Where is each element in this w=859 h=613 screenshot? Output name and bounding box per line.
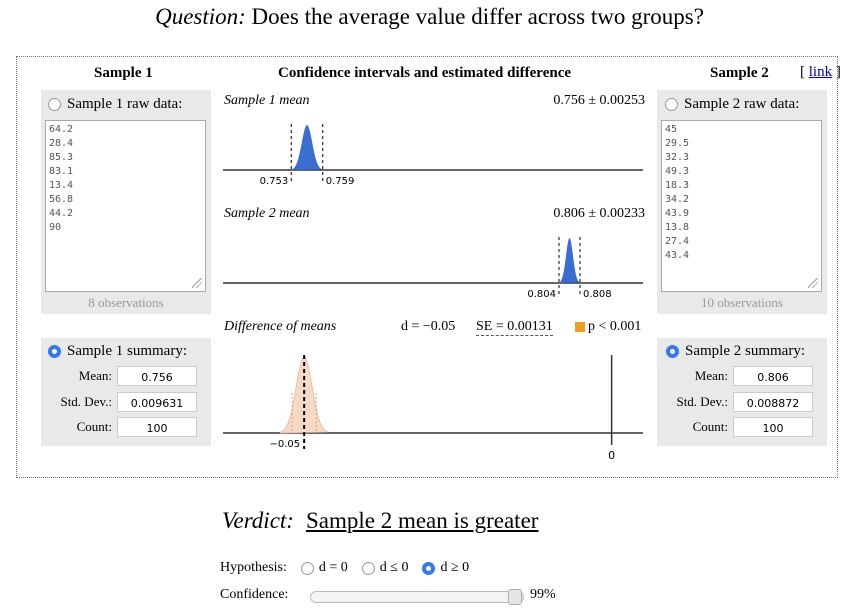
plot3-title: Difference of means	[224, 319, 337, 334]
sample2-observations: 10 observations	[701, 295, 783, 310]
sample2-count-label: Count:	[692, 419, 728, 434]
hypothesis-option-eq[interactable]: d = 0	[318, 560, 348, 575]
sample1-raw-option[interactable]: Sample 1 raw data:	[48, 96, 182, 113]
sample2-raw-radio[interactable]	[665, 98, 678, 111]
hypothesis-label: Hypothesis:	[220, 560, 287, 575]
plot1-density-curve	[291, 125, 323, 170]
sample1-count-label: Count:	[76, 419, 112, 434]
plot3-d-value: d = −0.05	[401, 319, 456, 334]
hypothesis-option-le[interactable]: d ≤ 0	[379, 560, 409, 575]
p-value-square-icon	[575, 322, 585, 332]
sample1-summary-option[interactable]: Sample 1 summary:	[48, 343, 187, 360]
sample1-raw-label: Sample 1 raw data:	[67, 96, 183, 112]
plot2-lower-label: 0.804	[527, 289, 556, 300]
sample1-count-input[interactable]	[117, 417, 197, 437]
sample2-raw-textarea[interactable]: 45 29.5 32.3 49.3 18.3 34.2 43.9 13.8 27…	[661, 120, 822, 292]
plot1-title: Sample 1 mean	[224, 93, 310, 108]
question-text: Does the average value differ across two…	[251, 4, 704, 29]
plot3-d-label: −0.05	[270, 439, 301, 450]
sample2-summary-label: Sample 2 summary:	[685, 343, 805, 359]
plot2-upper-label: 0.808	[583, 289, 612, 300]
link-group: [ link ]	[800, 64, 841, 80]
sample1-observations: 8 observations	[88, 295, 164, 310]
plot1-value: 0.756 ± 0.00253	[553, 93, 645, 108]
plot2-group: 0.804 0.808	[223, 237, 643, 300]
sample1-mean-label: Mean:	[78, 368, 112, 383]
plot1-upper-label: 0.759	[326, 176, 355, 187]
verdict-label: Verdict:	[222, 508, 294, 533]
sample2-raw-option[interactable]: Sample 2 raw data:	[665, 96, 799, 113]
sample2-raw-label: Sample 2 raw data:	[684, 96, 800, 112]
confidence-row: Confidence:	[220, 587, 288, 603]
hypothesis-radio-le[interactable]	[361, 561, 375, 575]
sample2-count-input[interactable]	[733, 417, 813, 437]
sample1-summary-label: Sample 1 summary:	[67, 343, 187, 359]
tool-frame	[16, 56, 838, 478]
sample2-summary-option[interactable]: Sample 2 summary:	[666, 343, 805, 360]
hypothesis-row: Hypothesis: d = 0 d ≤ 0 d ≥ 0	[220, 560, 469, 576]
link-anchor[interactable]: link	[808, 64, 833, 80]
verdict: Verdict: Sample 2 mean is greater	[222, 508, 538, 534]
sample1-summary-radio[interactable]	[48, 345, 61, 358]
plot3-zero-label: 0	[608, 449, 615, 462]
interval-plots: 0.753 0.759 0.804 0.808 −0.05 0	[223, 124, 643, 462]
sample2-mean-label: Mean:	[694, 368, 728, 383]
plot1-lower-label: 0.753	[260, 176, 289, 187]
question-heading: Question: Does the average value differ …	[0, 4, 859, 30]
plot2-title: Sample 2 mean	[224, 206, 310, 221]
sample2-mean-input[interactable]	[733, 366, 813, 386]
sample1-sd-input[interactable]	[117, 392, 197, 412]
sample2-title: Sample 2	[710, 65, 769, 81]
sample2-summary-radio[interactable]	[666, 345, 679, 358]
sample1-title: Sample 1	[94, 65, 153, 81]
plot3-p-value: p < 0.001	[588, 319, 642, 334]
plot2-density-curve	[559, 238, 580, 283]
hypothesis-option-ge[interactable]: d ≥ 0	[440, 560, 470, 575]
hypothesis-radio-eq[interactable]	[300, 561, 314, 575]
confidence-label: Confidence:	[220, 587, 289, 602]
plot3-group: −0.05 0	[223, 355, 643, 462]
sample2-sd-input[interactable]	[733, 392, 813, 412]
question-label: Question:	[155, 4, 246, 29]
sample1-raw-radio[interactable]	[48, 98, 61, 111]
plot3-se-value[interactable]: SE = 0.00131	[476, 319, 553, 336]
verdict-text: Sample 2 mean is greater	[305, 508, 539, 533]
sample1-resize-grip-icon[interactable]	[192, 278, 202, 288]
sample1-sd-label: Std. Dev.:	[60, 394, 112, 409]
confidence-slider-thumb[interactable]	[508, 589, 522, 605]
plot2-value: 0.806 ± 0.00233	[553, 206, 645, 221]
confidence-value: 99%	[530, 587, 556, 602]
sample2-sd-label: Std. Dev.:	[676, 394, 728, 409]
confidence-slider-track[interactable]	[310, 591, 524, 603]
middle-title: Confidence intervals and estimated diffe…	[278, 65, 572, 81]
sample2-resize-grip-icon[interactable]	[808, 278, 818, 288]
hypothesis-radio-ge[interactable]	[422, 561, 436, 575]
sample1-mean-input[interactable]	[117, 366, 197, 386]
sample1-raw-textarea[interactable]: 64.2 28.4 85.3 83.1 13.4 56.8 44.2 90	[45, 120, 206, 292]
plot1-group: 0.753 0.759	[223, 124, 643, 187]
